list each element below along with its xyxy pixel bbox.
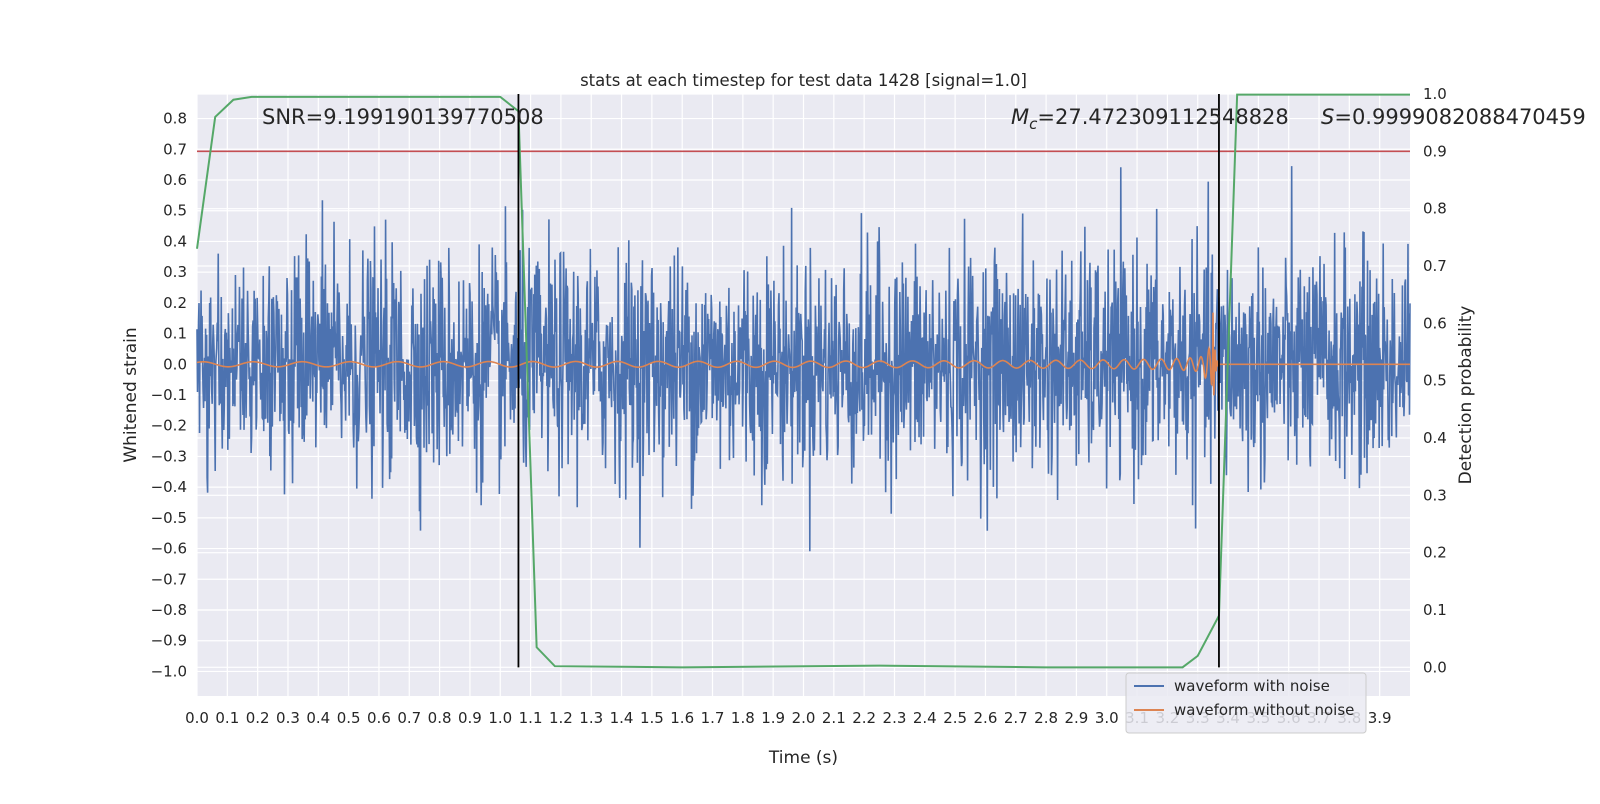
x-tick-label: 0.6 [367, 709, 391, 727]
y-tick-label-right: 0.0 [1423, 658, 1447, 676]
x-tick-label: 2.3 [883, 709, 907, 727]
legend-box [1125, 672, 1367, 734]
y-tick-label-left: −0.9 [151, 632, 187, 650]
y-tick-label-left: −0.3 [151, 447, 187, 465]
y-tick-label-right: 0.1 [1423, 601, 1447, 619]
chirp-mass-symbol: M [1011, 105, 1029, 129]
x-tick-label: 0.8 [428, 709, 452, 727]
x-tick-label: 2.2 [852, 709, 876, 727]
x-tick-label: 0.2 [246, 709, 270, 727]
y-tick-label-left: 0.2 [163, 294, 187, 312]
series-detection-probability [196, 93, 1410, 669]
y-axis-label-right: Detection probability [1456, 306, 1476, 485]
x-tick-label: 0.5 [337, 709, 361, 727]
y-tick-label-left: 0.6 [163, 171, 187, 189]
y-tick-label-left: 0.7 [163, 140, 187, 158]
series-waveform-without-noise [196, 312, 1410, 396]
x-tick-label: 1.9 [761, 709, 785, 727]
chirp-mass-annotation: Mc=27.472309112548828 [1011, 105, 1289, 133]
x-tick-label: 2.9 [1064, 709, 1088, 727]
x-tick-label: 0.0 [185, 709, 209, 727]
chirp-mass-value: =27.472309112548828 [1037, 105, 1288, 129]
y-tick-label-right: 0.6 [1423, 314, 1447, 332]
x-tick-label: 3.9 [1368, 709, 1392, 727]
y-tick-label-right: 0.4 [1423, 429, 1447, 447]
x-tick-label: 1.4 [610, 709, 634, 727]
y-tick-label-left: −0.5 [151, 509, 187, 527]
x-tick-label: 1.3 [579, 709, 603, 727]
series-layer [196, 93, 1411, 669]
x-tick-label: 1.5 [640, 709, 664, 727]
y-tick-label-right: 0.7 [1423, 257, 1447, 275]
y-tick-label-right: 0.5 [1423, 372, 1447, 390]
snr-annotation: SNR=9.199190139770508 [262, 105, 544, 129]
x-tick-label: 0.7 [397, 709, 421, 727]
x-tick-label: 2.0 [792, 709, 816, 727]
x-tick-label: 2.8 [1034, 709, 1058, 727]
y-tick-label-left: 0.1 [163, 325, 187, 343]
y-tick-label-left: 0.8 [163, 110, 187, 128]
x-tick-label: 2.5 [943, 709, 967, 727]
series-waveform-with-noise [196, 166, 1411, 552]
y-tick-label-right: 0.8 [1423, 200, 1447, 218]
y-tick-label-left: 0.3 [163, 263, 187, 281]
x-axis-label: Time (s) [768, 748, 838, 768]
y-tick-label-left: 0.0 [163, 355, 187, 373]
legend-label-clean: waveform without noise [1174, 701, 1354, 719]
score-symbol: S [1321, 105, 1334, 129]
y-axis-label-left: Whitened strain [121, 327, 141, 462]
x-tick-label: 1.6 [670, 709, 694, 727]
x-tick-label: 3.0 [1095, 709, 1119, 727]
y-tick-label-left: 0.5 [163, 202, 187, 220]
x-tick-label: 1.0 [488, 709, 512, 727]
x-tick-label: 2.7 [1004, 709, 1028, 727]
legend: waveform with noise waveform without noi… [1125, 672, 1367, 734]
chart-title: stats at each timestep for test data 142… [580, 71, 1027, 90]
y-tick-label-left: −0.6 [151, 540, 187, 558]
x-tick-label: 1.8 [731, 709, 755, 727]
x-tick-label: 2.6 [974, 709, 998, 727]
y-tick-label-left: −0.1 [151, 386, 187, 404]
x-tick-label: 1.2 [549, 709, 573, 727]
y-tick-label-left: −0.2 [151, 417, 187, 435]
x-tick-label: 2.4 [913, 709, 937, 727]
score-value: =0.9999082088470459 [1334, 105, 1585, 129]
y-tick-label-right: 1.0 [1423, 85, 1447, 103]
x-tick-label: 0.3 [276, 709, 300, 727]
x-tick-label: 1.1 [519, 709, 543, 727]
y-tick-label-right: 0.3 [1423, 486, 1447, 504]
x-tick-label: 0.9 [458, 709, 482, 727]
score-annotation: S=0.9999082088470459 [1321, 105, 1586, 129]
y-tick-label-left: 0.4 [163, 232, 187, 250]
x-tick-label: 2.1 [822, 709, 846, 727]
y-tick-label-right: 0.9 [1423, 142, 1447, 160]
y-tick-label-left: −0.4 [151, 478, 187, 496]
x-tick-label: 0.1 [215, 709, 239, 727]
y-tick-label-right: 0.2 [1423, 544, 1447, 562]
chirp-mass-subscript: c [1029, 115, 1038, 133]
x-tick-label: 1.7 [701, 709, 725, 727]
x-tick-label: 0.4 [306, 709, 330, 727]
legend-label-noisy: waveform with noise [1174, 677, 1330, 695]
y-tick-label-left: −0.7 [151, 570, 187, 588]
y-tick-label-left: −0.8 [151, 601, 187, 619]
y-tick-label-left: −1.0 [151, 662, 187, 680]
